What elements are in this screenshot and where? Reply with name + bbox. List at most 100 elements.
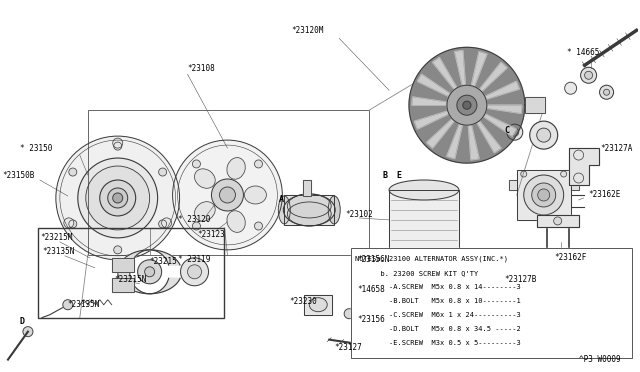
- Bar: [525, 97, 545, 113]
- Text: *23120M: *23120M: [291, 26, 324, 35]
- Circle shape: [64, 218, 74, 228]
- Text: -E.SCREW  M3x 0.5 x 5---------3: -E.SCREW M3x 0.5 x 5---------3: [355, 340, 521, 346]
- Text: * 23120: * 23120: [177, 215, 210, 224]
- Ellipse shape: [328, 196, 340, 224]
- Polygon shape: [477, 110, 516, 136]
- Text: *23162E: *23162E: [589, 190, 621, 199]
- Bar: [284, 195, 334, 225]
- Text: A: A: [279, 195, 284, 205]
- Text: E: E: [397, 170, 401, 180]
- Circle shape: [447, 85, 487, 125]
- Ellipse shape: [278, 196, 291, 224]
- Circle shape: [580, 67, 596, 83]
- Text: b. 23200 SCREW KIT Q'TY: b. 23200 SCREW KIT Q'TY: [355, 270, 479, 276]
- Ellipse shape: [244, 186, 266, 204]
- Text: *23135N: *23135N: [68, 300, 100, 309]
- Bar: [112, 258, 134, 272]
- Circle shape: [193, 160, 200, 168]
- Circle shape: [604, 89, 609, 95]
- Circle shape: [113, 138, 123, 148]
- Bar: [351, 248, 632, 357]
- Ellipse shape: [309, 298, 327, 312]
- Circle shape: [23, 327, 33, 337]
- Bar: [112, 278, 134, 292]
- Bar: [525, 97, 545, 113]
- Polygon shape: [479, 105, 522, 113]
- Text: *23215M: *23215M: [40, 233, 72, 243]
- Circle shape: [100, 180, 136, 216]
- Polygon shape: [477, 81, 519, 102]
- Ellipse shape: [389, 280, 459, 300]
- Circle shape: [69, 168, 77, 176]
- Polygon shape: [509, 180, 516, 190]
- Ellipse shape: [287, 194, 332, 218]
- Text: -C.SCREW  M6x 1 x 24----------3: -C.SCREW M6x 1 x 24----------3: [355, 312, 521, 318]
- Text: *23156N: *23156N: [357, 255, 390, 264]
- Bar: [304, 295, 332, 315]
- Ellipse shape: [389, 180, 459, 200]
- Ellipse shape: [284, 194, 335, 226]
- Circle shape: [521, 171, 527, 177]
- Text: D: D: [19, 317, 24, 326]
- Text: *23215N: *23215N: [115, 275, 147, 284]
- Bar: [284, 195, 334, 225]
- Polygon shape: [447, 116, 464, 159]
- Circle shape: [108, 188, 128, 208]
- Text: NOTESa. 23100 ALTERNATOR ASSY(INC.*): NOTESa. 23100 ALTERNATOR ASSY(INC.*): [355, 256, 508, 262]
- Bar: [516, 170, 571, 220]
- Text: *23127: *23127: [334, 343, 362, 352]
- Text: *23230: *23230: [289, 297, 317, 306]
- Circle shape: [554, 217, 562, 225]
- Circle shape: [573, 173, 584, 183]
- Text: * 14665: * 14665: [566, 48, 599, 57]
- Circle shape: [532, 183, 556, 207]
- Bar: [351, 248, 632, 357]
- Circle shape: [173, 140, 282, 250]
- Polygon shape: [433, 58, 461, 96]
- Polygon shape: [354, 275, 421, 315]
- Circle shape: [69, 220, 77, 228]
- Circle shape: [162, 218, 172, 228]
- Ellipse shape: [227, 211, 245, 232]
- Circle shape: [138, 260, 162, 284]
- Circle shape: [159, 168, 166, 176]
- Circle shape: [530, 121, 557, 149]
- Circle shape: [63, 300, 73, 310]
- Circle shape: [564, 82, 577, 94]
- Circle shape: [255, 160, 262, 168]
- Text: C: C: [504, 126, 509, 135]
- Text: * 23150: * 23150: [20, 144, 52, 153]
- Polygon shape: [473, 115, 501, 153]
- Bar: [389, 190, 459, 290]
- Circle shape: [159, 220, 166, 228]
- Text: *23150B: *23150B: [2, 170, 35, 180]
- Circle shape: [573, 150, 584, 160]
- Text: *14658: *14658: [357, 285, 385, 294]
- Polygon shape: [409, 47, 525, 163]
- Circle shape: [457, 95, 477, 115]
- Polygon shape: [470, 52, 487, 94]
- Bar: [303, 180, 311, 196]
- Bar: [38, 228, 225, 318]
- Circle shape: [180, 258, 209, 286]
- Bar: [537, 215, 579, 227]
- Bar: [112, 258, 134, 272]
- Circle shape: [507, 124, 523, 140]
- Text: *23123: *23123: [198, 230, 225, 240]
- Circle shape: [113, 193, 123, 203]
- Polygon shape: [427, 113, 460, 148]
- Text: ^P3 W0009: ^P3 W0009: [579, 355, 620, 364]
- Circle shape: [78, 158, 157, 238]
- Text: -D.BOLT   M5x 0.8 x 34.5 -----2: -D.BOLT M5x 0.8 x 34.5 -----2: [355, 326, 521, 332]
- Bar: [537, 215, 579, 227]
- Text: *23108: *23108: [188, 64, 215, 73]
- Text: *23162F: *23162F: [555, 253, 587, 262]
- Text: *23135N: *23135N: [42, 247, 74, 256]
- Circle shape: [193, 222, 200, 230]
- Bar: [349, 310, 389, 318]
- Circle shape: [538, 189, 550, 201]
- Circle shape: [220, 187, 236, 203]
- Polygon shape: [454, 51, 466, 93]
- Bar: [389, 190, 459, 290]
- Text: *23102: *23102: [345, 211, 373, 219]
